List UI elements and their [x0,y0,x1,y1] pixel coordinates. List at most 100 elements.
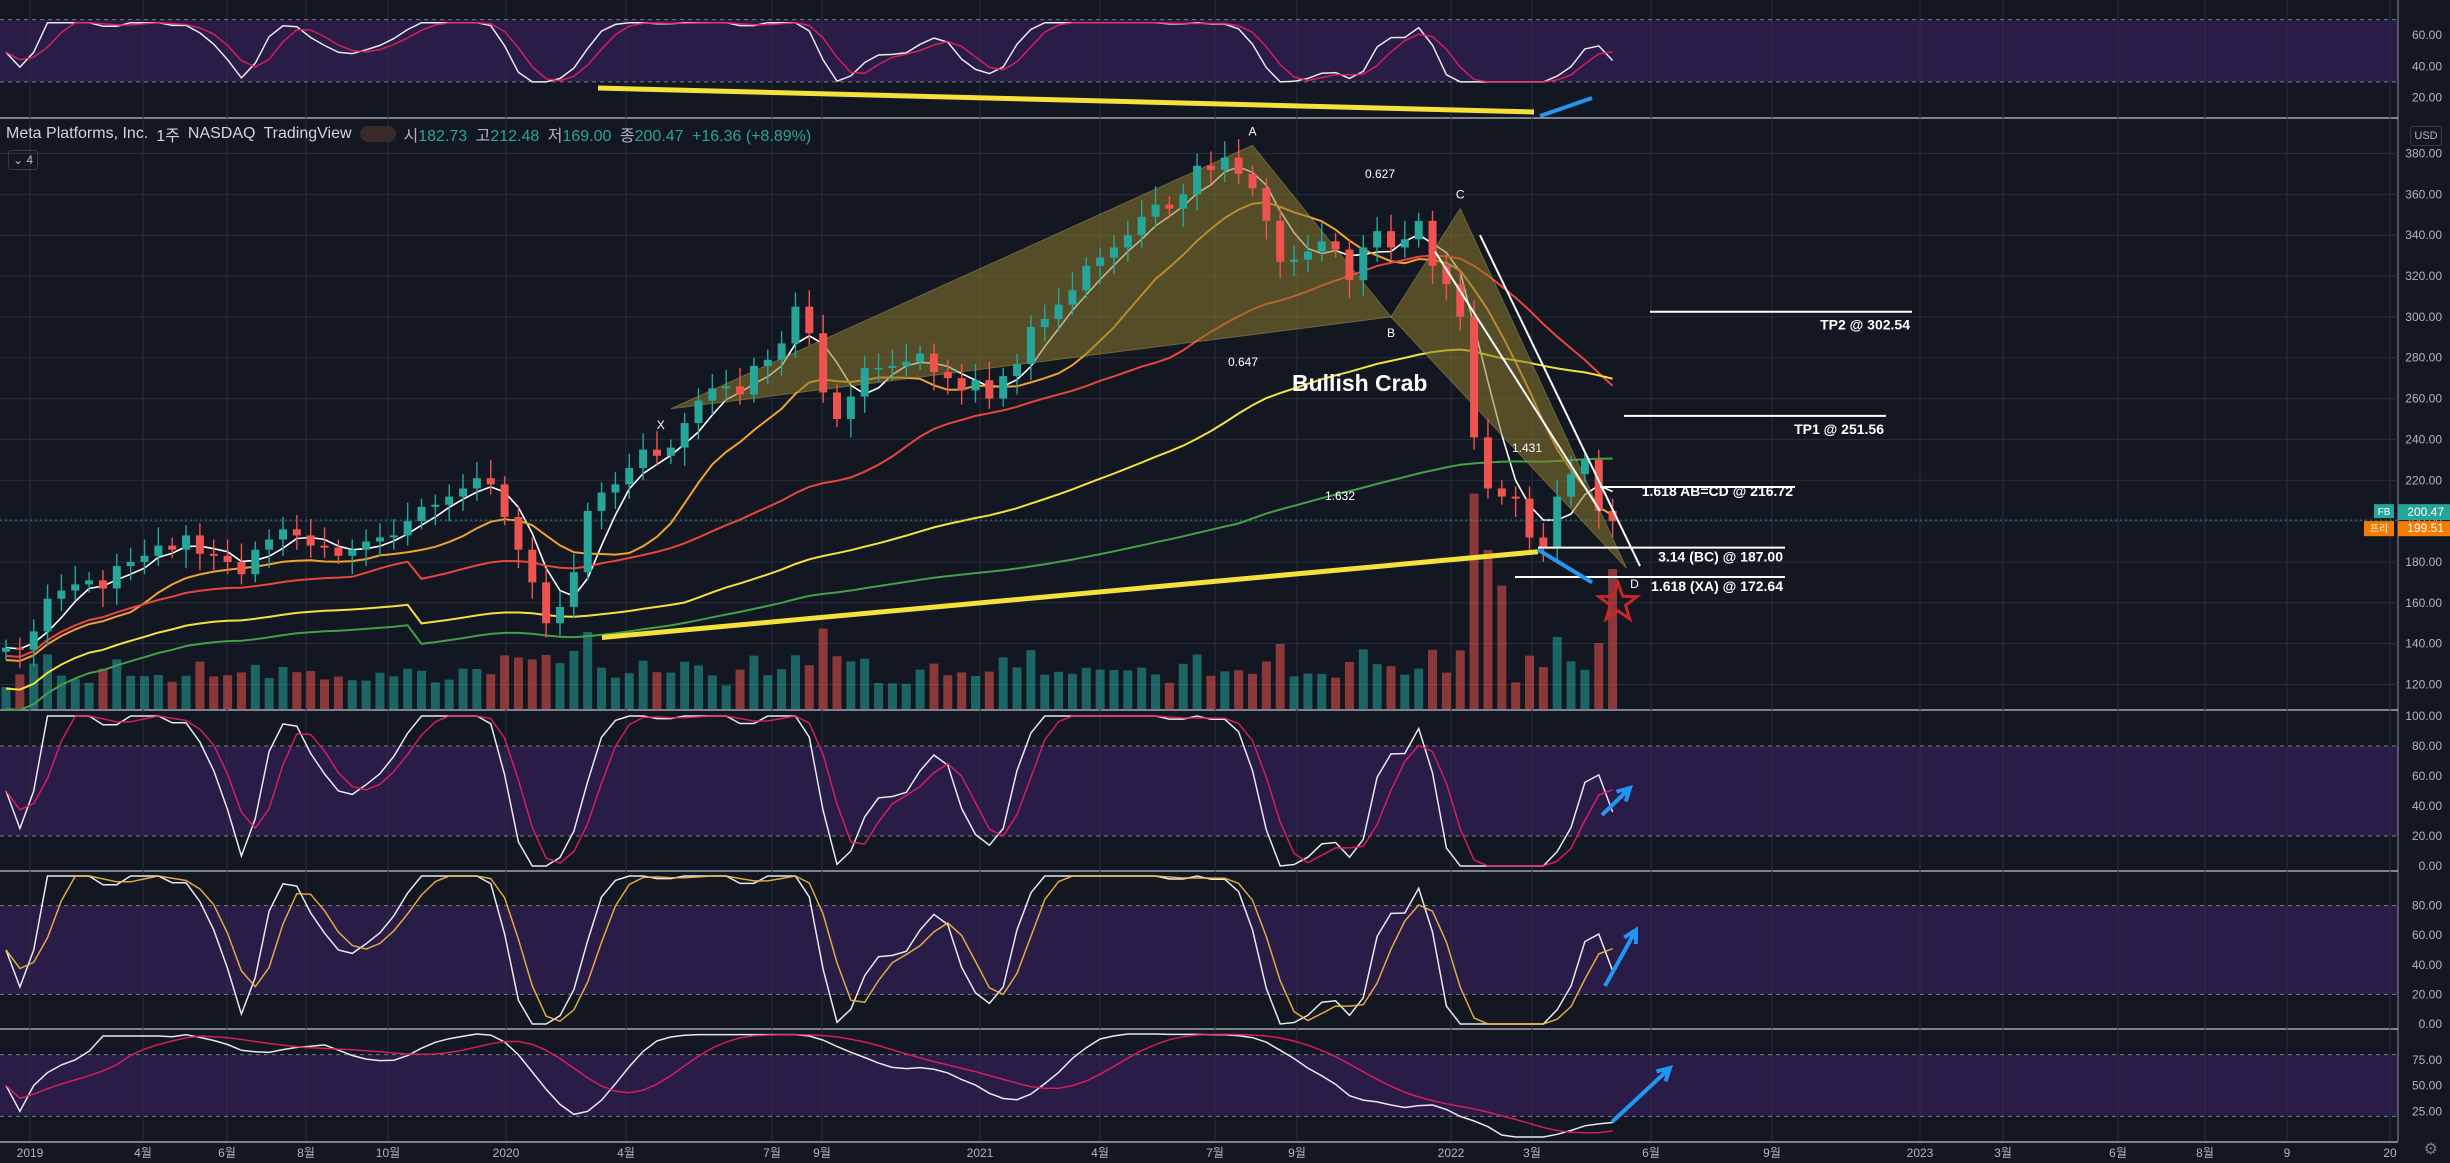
volume-bars [1,493,1618,709]
volume-bar [1580,669,1590,709]
x-tick-label: 2022 [1438,1146,1465,1160]
volume-bar [1261,661,1271,709]
volume-bar [500,655,510,709]
candle [1580,459,1589,475]
volume-bar [1538,667,1548,709]
pattern-ratio: 0.647 [1228,355,1258,369]
volume-bar [749,655,759,709]
x-tick-label: 20 [2383,1146,2397,1160]
candle [708,388,717,401]
exchange-label: NASDAQ [187,125,256,142]
level-label: 3.14 (BC) @ 187.00 [1658,549,1783,565]
x-tick-label: 2023 [1907,1146,1934,1160]
volume-bar [1358,649,1368,709]
volume-bar [430,682,440,709]
candle [1594,459,1603,511]
candle [639,449,648,469]
candle [85,580,94,585]
price-tick-label: 280.00 [2405,351,2442,365]
volume-bar [236,672,246,709]
price-tick-label: 120.00 [2405,677,2442,691]
candle [1137,216,1146,236]
candle [680,423,689,448]
candle [459,488,468,497]
candle [1276,220,1285,262]
volume-bar [472,669,482,709]
candle [348,549,357,556]
volume-bar [790,655,800,709]
volume-bar [998,657,1008,709]
candle [597,492,606,511]
indicator-panes [5,21,1614,1138]
candle [1553,496,1562,548]
indicator-tick-label: 80.00 [2412,739,2442,753]
grid-lines [0,0,2399,1143]
candle [292,529,301,536]
indicator-tick-label: 20.00 [2412,987,2442,1001]
ma-line-4 [5,457,1613,712]
drawings [0,85,2398,1124]
up-arrow-icon [1600,786,1632,817]
blue-divergence-line [1536,547,1594,585]
candle [749,365,758,395]
target-levels: TP2 @ 302.54 TP1 @ 251.56 1.618 AB=CD @ 21… [1515,310,1912,594]
volume-bar [527,659,537,709]
x-tick-label: 2019 [17,1146,44,1160]
candle [943,372,952,379]
candle [445,496,454,505]
candle [860,367,869,397]
candle [126,561,135,567]
volume-bar [1206,675,1216,709]
candle [971,380,980,391]
last-price-badge [2398,504,2450,521]
volume-bar [70,679,80,709]
indicator-tick-label: 75.00 [2412,1053,2442,1067]
indicator-tick-label: 40.00 [2412,59,2442,73]
candle [1193,165,1202,195]
x-tick-label: 3월 [1523,1146,1541,1160]
price-candles [2,139,1617,669]
interval-label[interactable]: 1주 [156,128,180,145]
low-value: 169.00 [562,128,612,145]
market-status-icon[interactable] [359,126,396,142]
volume-bar [1178,663,1188,709]
moving-averages [5,165,1614,712]
oscillator-line-2-0 [5,875,1614,1025]
candle [251,549,260,575]
indicator-tick-label: 40.00 [2412,958,2442,972]
indicator-band [0,746,2398,836]
company-name[interactable]: Meta Platforms, Inc. [6,125,149,142]
pattern-ratio: 0.627 [1365,167,1395,181]
volume-bar [1372,664,1382,709]
close-value: 200.47 [634,128,684,145]
volume-bar [610,677,620,709]
indicator-band [0,1054,2398,1117]
candle [957,378,966,391]
volume-bar [694,665,703,709]
gear-icon[interactable]: ⚙ [2423,1141,2438,1158]
level-label: TP1 @ 251.56 [1794,421,1884,437]
price-tick-label: 260.00 [2405,392,2442,406]
candle [1082,265,1091,291]
candle [1331,241,1340,250]
currency-selector[interactable]: USD [2410,126,2442,146]
volume-bar [818,628,828,709]
candle [542,582,551,624]
volume-bar [555,663,565,709]
candle [777,343,786,360]
x-tick-label: 4월 [1091,1146,1109,1160]
volume-bar [1081,667,1091,709]
candle [1040,318,1049,328]
open-value: 182.73 [418,128,468,145]
candle [1567,474,1576,497]
candle [1359,247,1368,281]
oscillator-line-3-1 [5,1033,1613,1134]
indicator-collapse-button[interactable]: ⌄ 4 [8,150,38,170]
volume-bar [804,665,814,709]
level-label: TP2 @ 302.54 [1820,317,1910,333]
candle [182,535,191,550]
candle [1096,257,1105,266]
premarket-price-badge [2398,521,2450,537]
volume-bar [1192,654,1202,709]
